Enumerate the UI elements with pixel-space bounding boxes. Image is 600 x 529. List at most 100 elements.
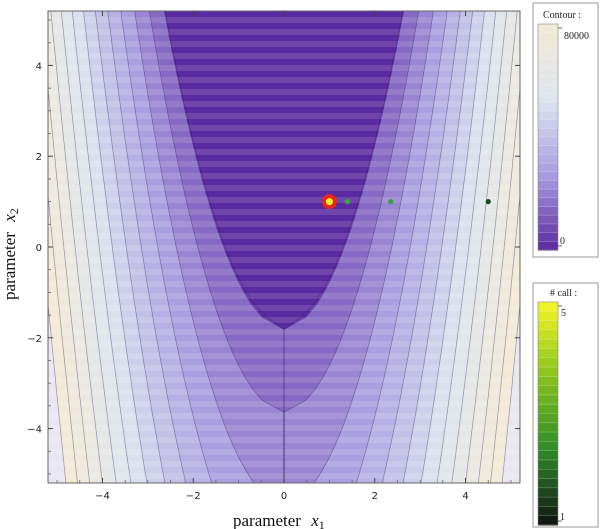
stripe — [48, 413, 520, 419]
contour-line — [381, 11, 461, 483]
stripe — [48, 113, 520, 119]
calls-colorbar-segment — [538, 394, 558, 405]
stripe — [48, 65, 520, 71]
stripe — [48, 473, 520, 479]
contour-line — [50, 11, 103, 483]
calls-colorbar-segment — [538, 376, 558, 387]
calls-colorbar-segment — [538, 385, 558, 396]
evaluation-point — [388, 199, 394, 205]
stripe — [48, 305, 520, 311]
contour-line — [107, 11, 187, 483]
contour-colorbar-segment — [538, 145, 558, 155]
stripe — [48, 281, 520, 287]
contour-line — [83, 11, 148, 483]
stripe — [48, 353, 520, 359]
stripe — [48, 449, 520, 455]
contour-line — [60, 11, 117, 483]
contour-colorbar-segment — [538, 215, 558, 225]
contour-colorbar-segment — [538, 84, 558, 95]
contour-colorbar-segment — [538, 41, 558, 51]
contour-colorbar-segment — [538, 171, 558, 182]
contour-colorbar-segment — [538, 154, 558, 164]
y-tick-label: 2 — [36, 152, 42, 163]
evaluation-point — [344, 199, 351, 205]
calls-colorbar-segment — [538, 497, 558, 508]
stripe — [48, 257, 520, 263]
stripe — [48, 173, 520, 179]
stripe — [48, 185, 520, 191]
y-tick-label: 0 — [36, 243, 42, 254]
calls-legend-max-label: 5 — [561, 308, 566, 319]
calls-colorbar-segment — [538, 432, 558, 442]
contour-line — [355, 11, 448, 483]
contour-colorbar-segment — [538, 223, 558, 234]
contour-legend-title: Contour : — [543, 10, 581, 21]
stripe — [48, 341, 520, 347]
stripe — [48, 209, 520, 215]
contour-band-core — [164, 11, 404, 483]
stripe — [48, 17, 520, 23]
y-tick-label: −4 — [27, 425, 42, 436]
contour-colorbar-segment — [538, 110, 558, 121]
stripe — [48, 53, 520, 59]
contour-colorbar-segment — [538, 67, 558, 77]
contour-line — [71, 11, 132, 483]
calls-colorbar-segment — [538, 487, 558, 498]
stripe — [48, 161, 520, 167]
stripe — [48, 365, 520, 371]
contour-colorbar-segment — [538, 50, 558, 60]
stripe — [48, 461, 520, 467]
stripe — [48, 77, 520, 83]
y-tick-label: −2 — [27, 334, 42, 345]
calls-colorbar-segment — [538, 348, 558, 359]
contour-line — [164, 11, 285, 483]
stripe — [48, 389, 520, 395]
calls-colorbar-segment — [538, 404, 558, 415]
contour-line — [283, 11, 420, 483]
contour-line — [283, 11, 404, 483]
stripe — [48, 125, 520, 131]
calls-colorbar-segment — [538, 515, 558, 526]
stripe — [48, 317, 520, 323]
calls-legend-title: # call : — [550, 288, 577, 299]
x-tick-label: −2 — [186, 491, 201, 502]
calls-colorbar-segment — [538, 469, 558, 480]
y-tick-label: 4 — [36, 61, 42, 72]
contour-legend: Contour : 80000 0 — [532, 2, 599, 258]
stripe — [48, 29, 520, 35]
calls-colorbar-segment — [538, 422, 558, 433]
contour-line — [465, 11, 518, 483]
stripe — [48, 101, 520, 107]
contour-colorbar-segment — [538, 189, 558, 199]
contour-line — [501, 300, 520, 483]
stripe — [48, 41, 520, 47]
contour-legend-colorbar — [537, 23, 562, 251]
evaluation-points — [321, 194, 491, 210]
stripe — [48, 329, 520, 335]
contour-line — [48, 300, 67, 483]
stripe — [48, 149, 520, 155]
evaluation-point — [325, 198, 333, 206]
stripe — [48, 377, 520, 383]
contour-colorbar-segment — [538, 24, 558, 34]
calls-colorbar-segment — [538, 339, 558, 350]
stripe — [48, 221, 520, 227]
stripe — [48, 245, 520, 251]
calls-colorbar-segment — [538, 506, 558, 517]
contour-legend-min-label: 0 — [560, 236, 565, 247]
contour-line — [148, 11, 285, 483]
calls-colorbar-segment — [538, 357, 558, 368]
contour-colorbar-segment — [538, 232, 558, 242]
calls-colorbar-segment — [538, 367, 558, 377]
contour-colorbar-segment — [538, 119, 558, 129]
stripe — [48, 437, 520, 443]
y-axis: −4 −2 0 2 4 — [27, 19, 520, 475]
calls-colorbar-segment — [538, 459, 558, 470]
calls-colorbar-segment — [538, 311, 558, 322]
calls-colorbar-segment — [538, 413, 558, 424]
calls-legend: # call : 5 1 — [532, 282, 599, 528]
contour-colorbar-segment — [538, 128, 558, 138]
contour-colorbar-segment — [538, 163, 558, 173]
contour-colorbar-segment — [538, 197, 558, 208]
